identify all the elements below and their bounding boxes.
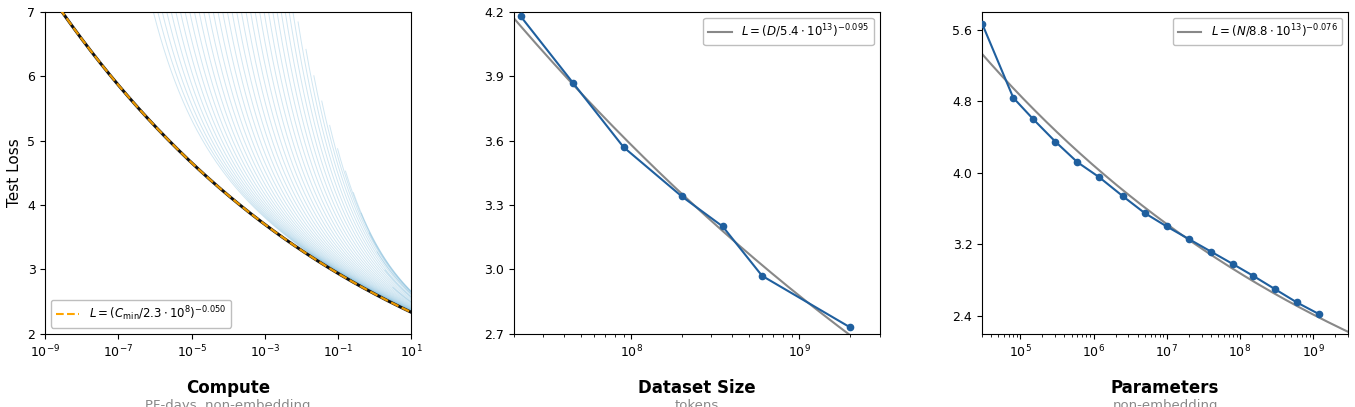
Y-axis label: Test Loss: Test Loss	[7, 138, 22, 207]
Legend: $L = (N/8.8 \cdot 10^{13})^{-0.076}$: $L = (N/8.8 \cdot 10^{13})^{-0.076}$	[1173, 18, 1343, 45]
Legend: $L = (C_{\min}/2.3 \cdot 10^{8})^{-0.050}$: $L = (C_{\min}/2.3 \cdot 10^{8})^{-0.050…	[51, 300, 230, 328]
Legend: $L = (D/5.4 \cdot 10^{13})^{-0.095}$: $L = (D/5.4 \cdot 10^{13})^{-0.095}$	[703, 18, 874, 45]
Text: tokens: tokens	[675, 399, 718, 407]
Text: PF-days, non-embedding: PF-days, non-embedding	[145, 399, 310, 407]
Text: non-embedding: non-embedding	[1112, 399, 1218, 407]
Text: Parameters: Parameters	[1111, 379, 1220, 396]
Text: Compute: Compute	[186, 379, 270, 396]
Text: Dataset Size: Dataset Size	[638, 379, 756, 396]
